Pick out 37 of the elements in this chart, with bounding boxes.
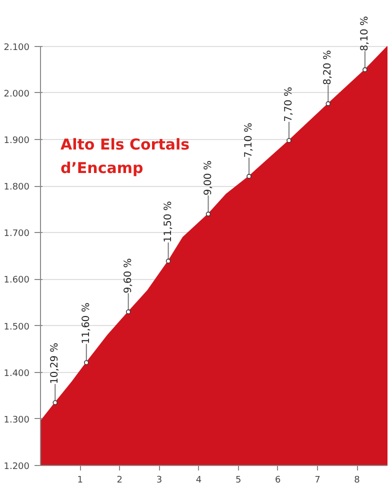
y-tick-label: 1.200: [4, 462, 30, 472]
annotation: 8,20 %: [322, 50, 334, 86]
point: [52, 400, 58, 406]
x-tick-label: 4: [196, 476, 202, 486]
annotation: 9,60 %: [122, 258, 134, 294]
y-tick-label: 1.300: [4, 415, 30, 426]
point: [206, 212, 211, 216]
x-tick-label: 7: [314, 476, 320, 486]
point: [246, 174, 252, 179]
text: Alto Els Cortals d’Encamp: [60, 136, 190, 177]
x-tick-label: 6: [275, 476, 282, 486]
y-tick-label: 1.500: [4, 322, 30, 332]
annotation: 7,70 %: [283, 86, 294, 122]
y-tick-label: 1.400: [4, 368, 30, 379]
annotation: 8,10 %: [359, 16, 370, 52]
annotation: 11,60 %: [80, 302, 92, 344]
point: [326, 101, 331, 106]
annotation: 7,10 %: [244, 122, 255, 158]
x-tick-label: 8: [354, 476, 360, 486]
y-tick-label: 1.800: [4, 182, 30, 193]
y-tick-label: 2.100: [4, 42, 30, 53]
annotation: 11,50 %: [162, 201, 174, 242]
y-tick-label: 2.000: [4, 89, 30, 100]
point: [286, 138, 292, 143]
y-tick-label: 1.600: [4, 276, 30, 286]
x-tick-label: 5: [235, 476, 242, 486]
annotation: 10,29 %: [50, 342, 61, 384]
point: [362, 67, 368, 72]
point: [166, 258, 171, 264]
point: [84, 360, 89, 365]
annotation: 9,00 %: [202, 160, 214, 196]
x-tick-label: 2: [116, 476, 123, 486]
y-tick-label: 1.900: [4, 136, 30, 146]
y-tick-label: 1.700: [4, 229, 30, 240]
point: [126, 309, 131, 314]
x-tick-label: 3: [156, 476, 162, 486]
x-tick-label: 1: [77, 476, 83, 486]
